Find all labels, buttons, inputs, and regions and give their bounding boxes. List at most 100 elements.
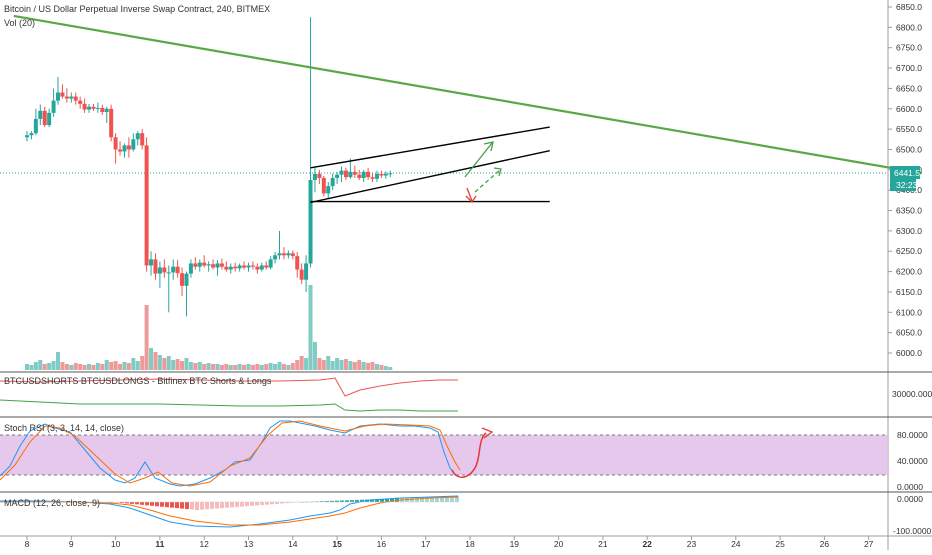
candle: [343, 167, 348, 180]
candle: [193, 257, 198, 270]
down-arrow-head: [465, 195, 477, 204]
volume-bar: [64, 364, 69, 370]
candle: [299, 263, 304, 284]
time-tick-label: 25: [775, 539, 785, 549]
candle-body: [268, 259, 273, 268]
volume-bar: [42, 364, 47, 370]
trendlines[interactable]: [13, 14, 923, 204]
candle: [206, 261, 211, 272]
macd-tick-0: 0.0000: [897, 494, 923, 504]
candle: [273, 252, 278, 264]
candle: [370, 173, 375, 183]
macd-hist-bar: [230, 502, 234, 508]
candle-body: [379, 173, 384, 176]
volume-bar: [317, 358, 322, 370]
macd-hist-bar: [210, 502, 214, 509]
volume-bars: [25, 285, 393, 370]
macd-hist-bar: [125, 502, 129, 504]
price-tick-label: 6600.0: [896, 104, 922, 114]
candle-body: [326, 186, 331, 194]
volume-bar: [330, 361, 335, 370]
candle-body: [162, 267, 167, 273]
candle: [69, 92, 74, 103]
stoch-projection: [451, 432, 487, 478]
candle-body: [166, 272, 171, 274]
candle-body: [91, 106, 96, 109]
candle-body: [60, 92, 65, 97]
volume-bar: [219, 365, 224, 370]
macd-hist-bar: [450, 496, 454, 502]
macd-hist-bar: [120, 502, 124, 503]
volume-bar: [197, 362, 202, 370]
candle-body: [29, 133, 34, 136]
volume-bar: [38, 360, 43, 370]
time-tick-label: 26: [820, 539, 830, 549]
candle: [73, 92, 78, 105]
volume-bar: [144, 305, 149, 370]
candle-body: [104, 108, 109, 113]
candle-body: [202, 262, 207, 266]
time-axis[interactable]: 8 9 10 11 12 13 14 15 16 17 18 19 20 21 22 23 24 25 26 27: [25, 536, 874, 549]
volume-bar: [87, 364, 92, 370]
volume-bar: [140, 356, 145, 370]
candle-body: [361, 171, 366, 178]
candle-body: [171, 266, 176, 273]
candle: [109, 104, 114, 142]
volume-bar: [264, 364, 269, 370]
candle-body: [233, 266, 238, 269]
candle: [113, 133, 118, 164]
candle-body: [42, 110, 47, 126]
volume-bar: [237, 364, 242, 370]
candle-body: [374, 173, 379, 179]
candle: [82, 98, 87, 113]
candle-body: [255, 266, 260, 270]
candle: [321, 175, 326, 197]
volume-bar: [29, 365, 34, 370]
candle: [246, 262, 251, 272]
candle: [317, 169, 322, 185]
time-tick-label: 19: [510, 539, 520, 549]
price-tick-label: 6850.0: [896, 2, 922, 12]
channel-upper[interactable]: [310, 126, 550, 169]
volume-bar: [312, 342, 317, 370]
candle-body: [197, 262, 202, 267]
candle: [51, 88, 56, 117]
time-tick-label: 21: [598, 539, 608, 549]
candle: [122, 143, 127, 158]
candle-body: [321, 177, 326, 194]
candle: [242, 261, 247, 270]
candle: [312, 167, 317, 193]
projection-arrows[interactable]: [464, 141, 502, 204]
candle-body: [219, 263, 224, 267]
candle: [304, 255, 309, 292]
candle-body: [259, 265, 264, 270]
candle: [277, 230, 282, 260]
volume-bar: [299, 356, 304, 370]
dashed-arrow-head: [493, 167, 502, 177]
channel-lower[interactable]: [310, 150, 550, 204]
candle: [149, 251, 154, 276]
macd-hist-bar: [205, 502, 209, 510]
time-tick-label: 18: [465, 539, 475, 549]
candle-body: [206, 264, 211, 266]
volume-bar: [374, 364, 379, 370]
volume-bar: [206, 363, 211, 370]
stoch-d-line: [0, 420, 461, 487]
candle: [335, 171, 340, 185]
macd-hist-bar: [420, 497, 424, 502]
time-tick-label: 22: [642, 539, 652, 549]
macd-line: [0, 495, 459, 528]
macd-hist-bar: [325, 501, 329, 502]
price-tick-label: 6750.0: [896, 43, 922, 53]
volume-bar: [255, 364, 260, 370]
descending-trendline[interactable]: [13, 14, 923, 175]
candle: [38, 104, 43, 126]
macd-hist-bar: [185, 502, 189, 510]
candle: [383, 171, 388, 179]
candle-body: [157, 267, 162, 274]
volume-bar: [91, 365, 96, 370]
candle-body: [87, 106, 92, 110]
candle: [281, 247, 286, 260]
